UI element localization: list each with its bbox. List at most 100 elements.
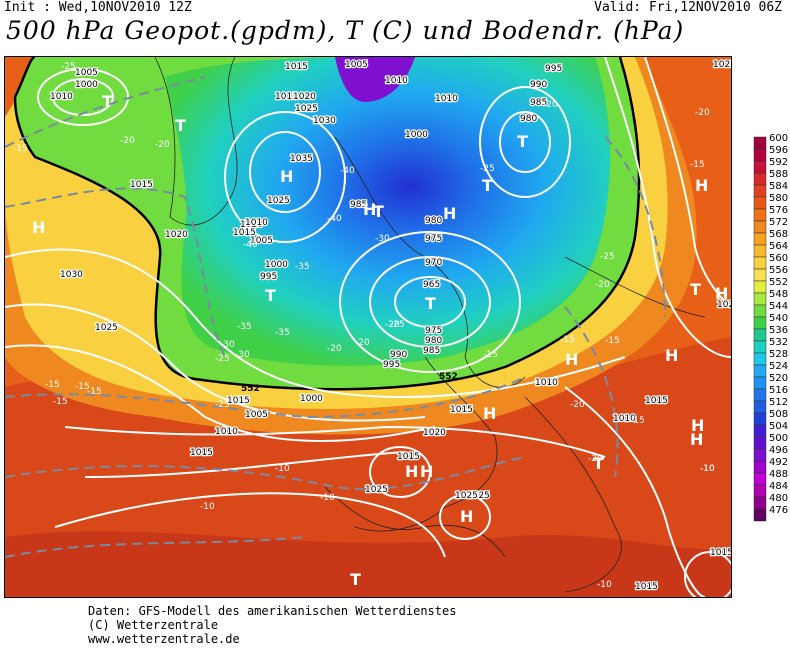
temperature-label: -10 <box>320 493 335 503</box>
color-scale-label: 476 <box>769 505 788 516</box>
isobar-label: 1010 <box>613 414 636 424</box>
low-pressure-center: T <box>425 294 436 313</box>
temperature-label: -30 <box>235 350 250 360</box>
isobar-label: 980 <box>425 216 442 226</box>
color-scale-label: 492 <box>769 457 788 468</box>
temperature-label: -20 <box>327 344 342 354</box>
color-scale-swatch <box>753 448 767 462</box>
temperature-label: -30 <box>375 234 390 244</box>
high-pressure-center: H <box>690 430 703 449</box>
color-scale-swatch <box>753 280 767 294</box>
color-scale-swatch <box>753 184 767 198</box>
coastlines <box>154 57 706 593</box>
color-scale: 600 596 592 588 584 580 576 572 568 564 560 556 552 5… <box>752 133 788 523</box>
isobar-label: 1015 <box>710 548 731 558</box>
init-time: Init : Wed,10NOV2010 12Z <box>4 0 192 15</box>
color-scale-swatch <box>753 220 767 234</box>
color-scale-swatch <box>753 304 767 318</box>
isobar-label: 975 <box>425 326 442 336</box>
color-scale-label: 540 <box>769 313 788 324</box>
isobar-label: 1015 <box>397 452 420 462</box>
temperature-label: -20 <box>385 320 400 330</box>
isobar-label: 1025 <box>455 491 478 501</box>
footer-source: Daten: GFS-Modell des amerikanischen Wet… <box>88 604 457 618</box>
low-pressure-center: T <box>482 176 493 195</box>
color-scale-swatch <box>753 340 767 354</box>
color-scale-swatch <box>753 196 767 210</box>
color-scale-swatch <box>753 412 767 426</box>
isobar-label: 995 <box>383 360 400 370</box>
isobar-label: 990 <box>530 80 547 90</box>
temperature-label: -40 <box>327 214 342 224</box>
color-scale-swatch <box>753 424 767 438</box>
temperature-label: -15 <box>630 416 645 426</box>
color-scale-swatch <box>753 508 767 522</box>
color-scale-label: 536 <box>769 325 788 336</box>
color-scale-label: 488 <box>769 469 788 480</box>
isobar-label: 1010 <box>535 378 558 388</box>
color-scale-label: 544 <box>769 301 788 312</box>
isobar-label: 985 <box>350 200 367 210</box>
color-scale-label: 584 <box>769 181 788 192</box>
color-scale-label: 564 <box>769 241 788 252</box>
color-scale-label: 592 <box>769 157 788 168</box>
color-scale-label: 572 <box>769 217 788 228</box>
color-scale-label: 560 <box>769 253 788 264</box>
isobar-label: 1015 <box>190 448 213 458</box>
gpdm-label: 552 <box>241 384 260 394</box>
temperature-label: -10 <box>700 464 715 474</box>
isobar-label: 1015 <box>275 92 298 102</box>
color-scale-label: 520 <box>769 373 788 384</box>
temperature-label: -20 <box>120 136 135 146</box>
color-scale-swatch <box>753 232 767 246</box>
high-pressure-center: H <box>565 350 578 369</box>
isobar-label: 1010 <box>245 218 268 228</box>
low-pressure-center: T <box>175 116 186 135</box>
color-scale-label: 480 <box>769 493 788 504</box>
isobar-label: 1000 <box>300 394 323 404</box>
color-scale-label: 528 <box>769 349 788 360</box>
color-scale-label: 596 <box>769 145 788 156</box>
low-pressure-center: T <box>265 286 276 305</box>
cold-pool-north <box>335 57 415 102</box>
isobar-label: 1020 <box>165 230 188 240</box>
isobar-label: 1020 <box>240 220 263 230</box>
isobar-label: 1015 <box>645 396 668 406</box>
temperature-label: -40 <box>243 240 258 250</box>
isobar-label: 1015 <box>285 62 308 72</box>
color-scale-swatch <box>753 484 767 498</box>
temperature-label: -35 <box>295 262 310 272</box>
color-scale-swatch <box>753 472 767 486</box>
color-scale-label: 516 <box>769 385 788 396</box>
temperature-label: -20 <box>595 280 610 290</box>
high-pressure-center: H <box>443 204 456 223</box>
temperature-label: -15 <box>53 397 68 407</box>
isobar-label: 1010 <box>215 427 238 437</box>
high-pressure-center: H <box>460 507 473 526</box>
color-scale-label: 580 <box>769 193 788 204</box>
low-pressure-center: T <box>102 92 113 111</box>
isobar-label: 1005 <box>345 60 368 70</box>
isobar-label: 1020 <box>423 428 446 438</box>
isobar-label: 1015 <box>233 228 256 238</box>
high-pressure-center: H <box>420 462 433 481</box>
isobar-label: 995 <box>260 272 277 282</box>
isobar-label: 970 <box>425 258 442 268</box>
isobar-label: 1000 <box>75 80 98 90</box>
temperature-label: -25 <box>215 400 230 410</box>
high-pressure-center: H <box>32 218 45 237</box>
temperature-label: -30 <box>220 340 235 350</box>
color-scale-label: 500 <box>769 433 788 444</box>
high-pressure-center: H <box>483 404 496 423</box>
isobar-label: 985 <box>530 98 547 108</box>
color-scale-label: 532 <box>769 337 788 348</box>
low-pressure-center: T <box>373 202 384 221</box>
high-pressure-center: H <box>405 462 418 481</box>
high-pressure-center: H <box>715 284 728 303</box>
color-scale-swatch <box>753 244 767 258</box>
isobar-label: 980 <box>425 336 442 346</box>
isobar-label: 1000 <box>405 130 428 140</box>
gpdm-label: 552 <box>439 372 458 382</box>
temperature-label: -15 <box>13 144 28 154</box>
temperature-label: -10 <box>275 464 290 474</box>
